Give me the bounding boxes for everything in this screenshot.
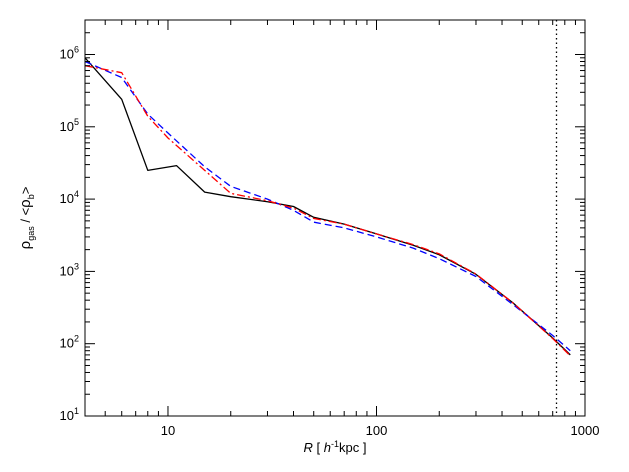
- x-axis-unit-h: h: [324, 440, 331, 455]
- y-axis-rho: ρ: [17, 241, 34, 250]
- plot-area: [85, 20, 571, 416]
- x-axis-bracket: [: [313, 440, 324, 455]
- series-line-0: [85, 57, 571, 356]
- y-tick-exp: 2: [74, 334, 79, 344]
- x-axis-var: R: [304, 440, 313, 455]
- y-axis-rho-b: ρ: [17, 199, 34, 208]
- y-tick-exp: 3: [74, 261, 79, 271]
- axis-ticks: [84, 19, 586, 417]
- y-tick-base: 10: [60, 191, 74, 206]
- y-axis-close: >: [18, 187, 33, 195]
- x-axis-unit-sup: -1: [331, 439, 339, 449]
- plot-frame: [84, 19, 586, 417]
- y-tick-exp: 1: [74, 406, 79, 416]
- y-axis-b-sub: b: [26, 194, 36, 199]
- series-line-1: [85, 60, 571, 352]
- y-tick-base: 10: [60, 46, 74, 61]
- y-tick-exp: 6: [74, 44, 79, 54]
- x-tick-label: 1000: [571, 423, 600, 438]
- y-axis-title: ρgas / <ρb>: [17, 187, 36, 250]
- x-tick-label: 100: [366, 423, 388, 438]
- y-tick-base: 10: [60, 119, 74, 134]
- y-tick-base: 10: [60, 263, 74, 278]
- y-tick-label: 102: [60, 334, 79, 351]
- y-tick-exp: 4: [74, 189, 79, 199]
- y-tick-label: 106: [60, 44, 79, 61]
- y-tick-base: 10: [60, 408, 74, 423]
- y-tick-label: 104: [60, 189, 79, 206]
- y-tick-label: 101: [60, 406, 79, 423]
- y-axis-slash: / <: [18, 208, 33, 226]
- x-tick-label: 10: [161, 423, 175, 438]
- y-axis-gas-sub: gas: [26, 226, 36, 241]
- y-tick-exp: 5: [74, 117, 79, 127]
- y-tick-label: 105: [60, 117, 79, 134]
- x-axis-title: R [ h-1kpc ]: [304, 439, 367, 455]
- x-axis-unit-rest: kpc ]: [339, 440, 366, 455]
- y-tick-base: 10: [60, 336, 74, 351]
- series-line-2: [85, 65, 571, 357]
- y-tick-label: 103: [60, 261, 79, 278]
